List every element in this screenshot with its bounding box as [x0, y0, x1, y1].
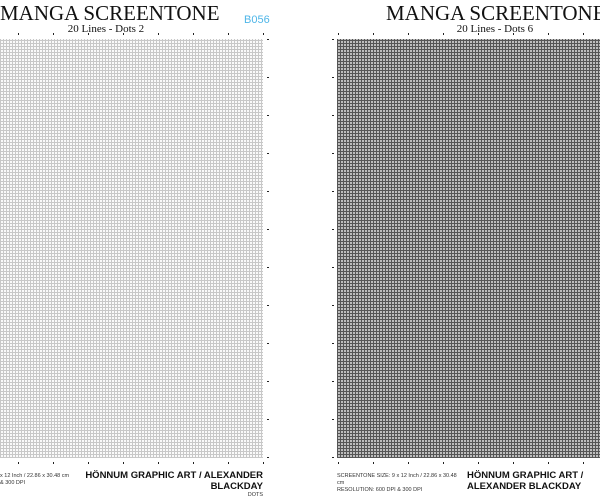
registration-tick — [338, 462, 339, 464]
registration-tick — [332, 343, 334, 344]
registration-tick — [267, 267, 269, 268]
registration-tick — [263, 33, 264, 35]
registration-tick — [263, 462, 264, 464]
registration-tick — [338, 33, 339, 35]
registration-tick — [332, 267, 334, 268]
registration-tick — [443, 462, 444, 464]
registration-tick — [193, 33, 194, 35]
footer-resolution: & 300 DPI — [0, 480, 26, 486]
registration-tick — [267, 153, 269, 154]
registration-tick — [267, 305, 269, 306]
registration-tick — [332, 191, 334, 192]
registration-tick — [583, 462, 584, 464]
registration-tick — [267, 77, 269, 78]
registration-tick — [123, 462, 124, 464]
sheet-title: MANGA SCREENTONE — [386, 1, 600, 25]
registration-tick — [373, 33, 374, 35]
registration-tick — [583, 33, 584, 35]
registration-tick — [267, 381, 269, 382]
registration-tick — [513, 33, 514, 35]
screentone-pattern-dark — [337, 39, 600, 458]
registration-tick — [332, 77, 334, 78]
registration-tick — [267, 115, 269, 116]
registration-tick — [193, 462, 194, 464]
registration-tick — [408, 33, 409, 35]
brand-subtitle: DOTS — [247, 492, 263, 498]
footer-size: x 12 Inch / 22.86 x 30.48 cm — [0, 473, 70, 479]
sheet-subtitle: 20 Lines - Dots 6 — [456, 23, 534, 35]
registration-tick — [478, 33, 479, 35]
registration-tick — [332, 381, 334, 382]
registration-tick — [548, 33, 549, 35]
registration-tick — [332, 115, 334, 116]
sheet-title: MANGA SCREENTONE — [0, 1, 220, 25]
registration-tick — [332, 419, 334, 420]
brand-block: HÖNNUM GRAPHIC ART / ALEXANDER BLACKDAY … — [82, 470, 263, 499]
registration-tick — [228, 462, 229, 464]
brand-block: HÖNNUM GRAPHIC ART / ALEXANDER BLACKDAY — [467, 470, 597, 492]
registration-tick — [267, 419, 269, 420]
footer-resolution: RESOLUTION: 600 DPI & 300 DPI — [337, 487, 423, 493]
registration-tick — [267, 39, 269, 40]
footer-info: x 12 Inch / 22.86 x 30.48 cm & 300 DPI — [0, 473, 76, 487]
registration-tick — [123, 33, 124, 35]
registration-tick — [332, 153, 334, 154]
brand-credit: HÖNNUM GRAPHIC ART / ALEXANDER BLACKDAY — [85, 470, 263, 492]
footer-size: SCREENTONE SIZE: 9 x 12 Inch / 22.86 x 3… — [337, 473, 457, 486]
registration-tick — [267, 229, 269, 230]
registration-tick — [373, 462, 374, 464]
sheet-code: B056 — [244, 14, 270, 26]
screentone-pattern-light — [0, 39, 263, 458]
brand-credit: HÖNNUM GRAPHIC ART / ALEXANDER BLACKDAY — [467, 470, 584, 492]
registration-tick — [18, 33, 19, 35]
registration-tick — [228, 33, 229, 35]
registration-tick — [443, 33, 444, 35]
registration-tick — [267, 191, 269, 192]
registration-tick — [332, 305, 334, 306]
registration-tick — [88, 462, 89, 464]
registration-tick — [53, 33, 54, 35]
registration-tick — [158, 462, 159, 464]
registration-tick — [267, 343, 269, 344]
registration-tick — [88, 33, 89, 35]
registration-tick — [408, 462, 409, 464]
registration-tick — [332, 457, 334, 458]
registration-tick — [267, 457, 269, 458]
registration-tick — [513, 462, 514, 464]
registration-tick — [158, 33, 159, 35]
registration-tick — [18, 462, 19, 464]
registration-tick — [332, 229, 334, 230]
footer-info: SCREENTONE SIZE: 9 x 12 Inch / 22.86 x 3… — [337, 473, 461, 494]
registration-tick — [53, 462, 54, 464]
sheet-subtitle: 20 Lines - Dots 2 — [67, 23, 145, 35]
registration-tick — [548, 462, 549, 464]
registration-tick — [332, 39, 334, 40]
registration-tick — [478, 462, 479, 464]
